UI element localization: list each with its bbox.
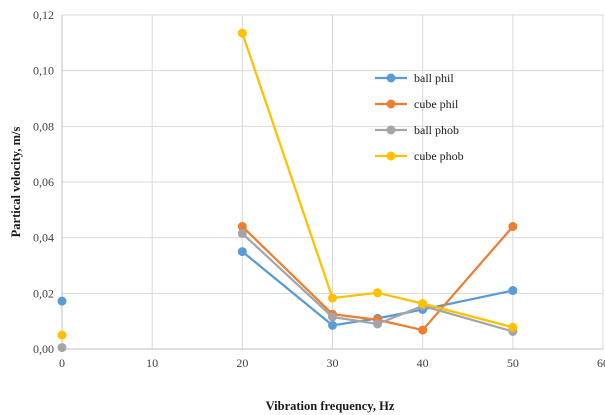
- data-point: [373, 288, 383, 298]
- data-point: [418, 299, 428, 309]
- data-point: [328, 320, 337, 330]
- legend-swatch-marker: [386, 73, 396, 83]
- y-tick-label: 0,02: [33, 286, 54, 300]
- legend-item: ball phob: [375, 123, 459, 137]
- y-tick-label: 0,06: [33, 175, 54, 189]
- x-tick-label: 0: [59, 356, 65, 370]
- legend-label: ball phob: [414, 123, 459, 137]
- y-tick-label: 0,10: [33, 64, 54, 78]
- data-point: [508, 286, 518, 296]
- data-point: [237, 247, 247, 257]
- axes: 0,00 0,02 0,04 0,06 0,08 0,10 0,12 0 10 20 30 40 50 6…: [33, 8, 605, 370]
- data-point: [237, 228, 247, 238]
- data-point: [328, 312, 337, 322]
- x-tick-label: 20: [236, 356, 248, 370]
- data-point: [508, 222, 518, 232]
- x-tick-label: 30: [327, 356, 339, 370]
- legend-swatch-marker: [386, 151, 396, 161]
- legend-swatch-marker: [386, 99, 396, 109]
- y-tick-label: 0,00: [33, 342, 54, 356]
- data-point: [418, 325, 428, 335]
- legend-item: cube phob: [375, 149, 464, 163]
- legend-label: ball phil: [414, 71, 454, 85]
- y-tick-label: 0,12: [33, 8, 54, 22]
- series-ball-phob: [57, 228, 518, 353]
- x-tick-label: 40: [417, 356, 429, 370]
- data-point: [57, 330, 67, 340]
- legend-item: cube phil: [375, 97, 459, 111]
- legend-item: ball phil: [375, 71, 454, 85]
- legend-label: cube phob: [414, 149, 464, 163]
- data-point: [237, 222, 247, 232]
- legend-swatch-marker: [386, 125, 396, 135]
- data-point: [237, 28, 247, 38]
- grid: [62, 14, 604, 349]
- y-tick-label: 0,04: [33, 231, 54, 245]
- legend: ball phil cube phil ball phob cube phob: [375, 71, 464, 163]
- data-point: [57, 296, 67, 306]
- series-ball-phil: [57, 247, 518, 330]
- series: [57, 28, 518, 353]
- data-point: [57, 343, 67, 353]
- x-tick-label: 10: [146, 356, 158, 370]
- data-point: [508, 322, 518, 332]
- y-axis-title: Partical velocity, m/s: [9, 127, 23, 238]
- series-cube-phob: [57, 28, 518, 340]
- data-point: [328, 293, 337, 303]
- legend-label: cube phil: [414, 97, 459, 111]
- x-tick-label: 60: [597, 356, 605, 370]
- x-axis-title: Vibration frequency, Hz: [266, 399, 395, 413]
- data-point: [373, 319, 383, 329]
- x-tick-label: 50: [507, 356, 519, 370]
- y-tick-label: 0,08: [33, 119, 54, 133]
